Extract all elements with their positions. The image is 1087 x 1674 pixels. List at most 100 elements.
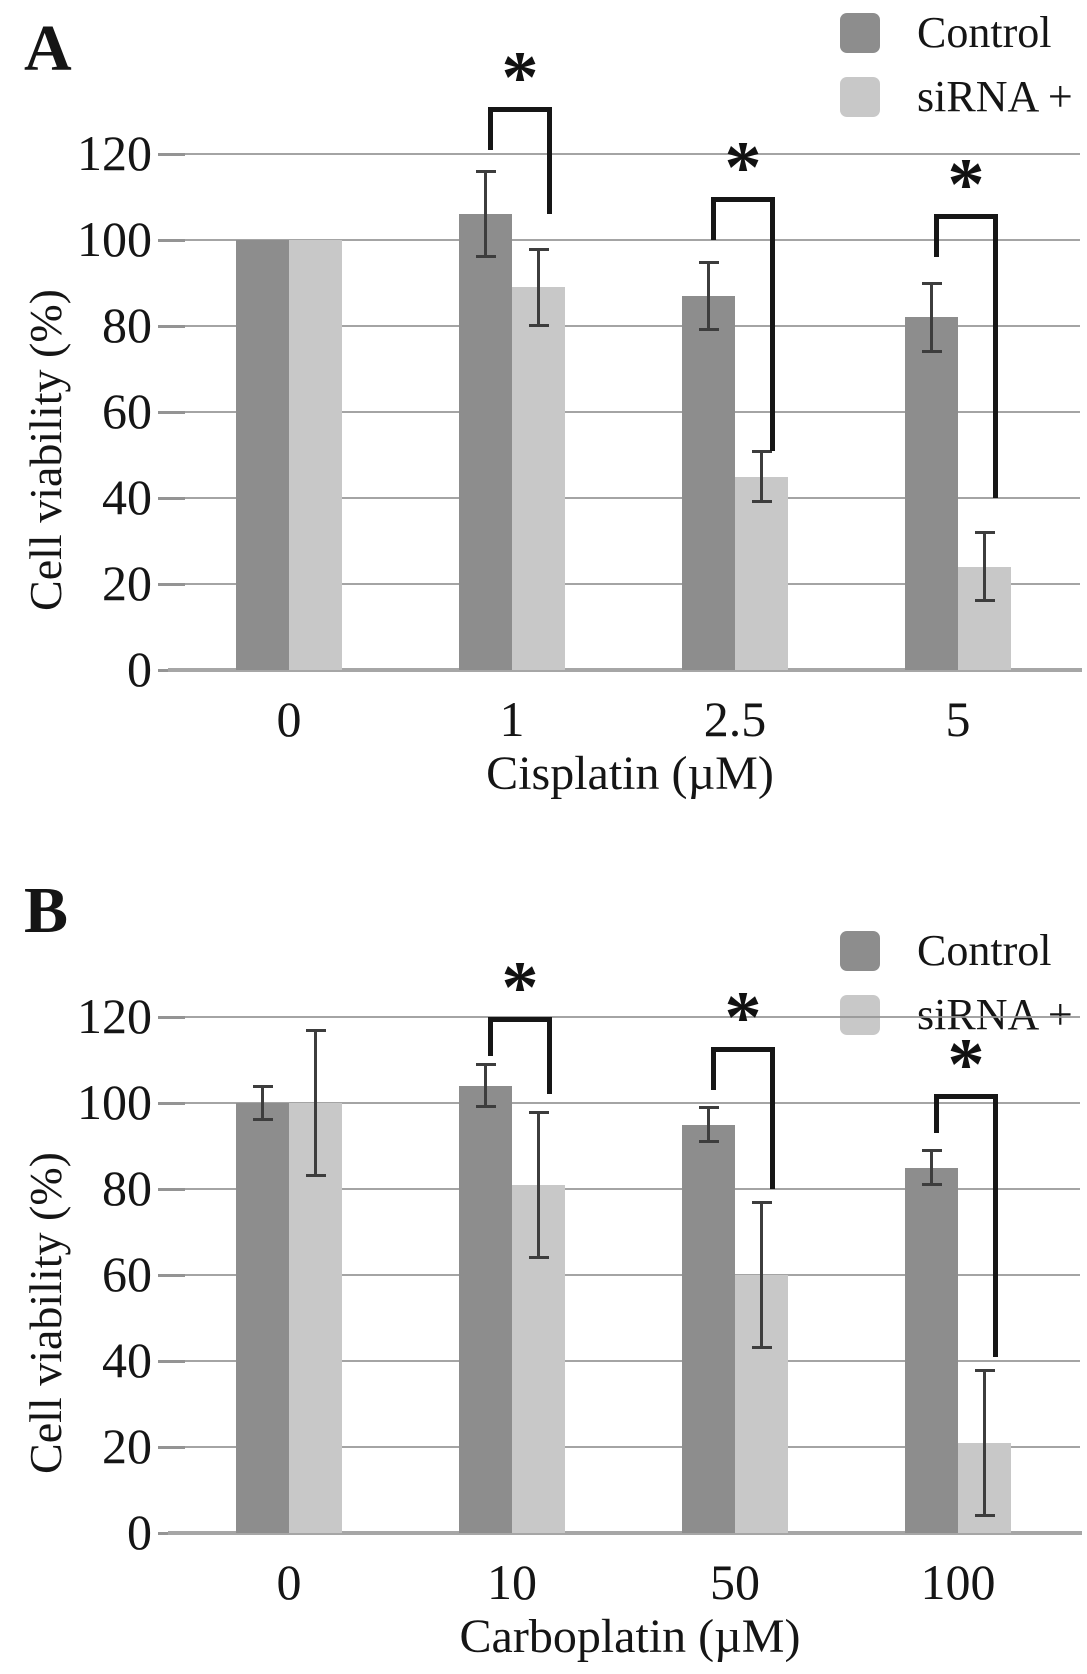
- error-bar-B-control-50: [707, 1107, 710, 1142]
- significance-bracket-A-1-top: [488, 106, 552, 112]
- x-axis-line-panel-B: [168, 1531, 1082, 1535]
- legend-swatch-sirna: [840, 995, 880, 1035]
- x-tick-label-A-0: 0: [276, 691, 302, 747]
- error-bar-A-sirna-2.5: [760, 450, 763, 503]
- gridline-40-panel-A: [185, 497, 1080, 499]
- significance-bracket-A-1-right-arm: [547, 106, 552, 215]
- significance-bracket-A-5-right-arm: [993, 214, 998, 498]
- significance-asterisk-A-1: *: [501, 36, 539, 119]
- legend-label-control: Control: [917, 926, 1052, 975]
- error-bar-B-sirna-100-bottom-cap: [974, 1513, 995, 1517]
- error-bar-B-control-10: [484, 1064, 487, 1108]
- significance-asterisk-B-100: *: [947, 1024, 985, 1107]
- gridline-100-panel-A: [185, 239, 1080, 241]
- error-bar-B-sirna-100-top-cap: [974, 1368, 995, 1372]
- gridline-40-panel-B: [185, 1360, 1080, 1362]
- y-tick-label-100-panel-A: 100: [77, 211, 152, 267]
- error-bar-B-sirna-0-bottom-cap: [305, 1174, 326, 1178]
- legend-swatch-control: [840, 931, 880, 971]
- bar-B-control-100: [905, 1167, 958, 1533]
- error-bar-A-sirna-2.5-top-cap: [751, 449, 772, 453]
- bar-A-sirna-1: [512, 287, 565, 670]
- gridline-60-panel-B: [185, 1274, 1080, 1276]
- gridline-100-panel-B: [185, 1102, 1080, 1104]
- significance-bracket-B-10-left-arm: [488, 1017, 493, 1056]
- bar-B-control-50: [682, 1124, 735, 1533]
- y-tick-label-120-panel-A: 120: [77, 125, 152, 181]
- y-tick-label-0-panel-B: 0: [127, 1504, 152, 1560]
- significance-asterisk-A-5: *: [947, 144, 985, 227]
- y-tick-label-40-panel-B: 40: [102, 1332, 152, 1388]
- error-bar-A-sirna-2.5-bottom-cap: [751, 500, 772, 504]
- error-bar-B-control-10-top-cap: [475, 1063, 496, 1067]
- significance-bracket-A-5-left-arm: [934, 214, 939, 258]
- error-bar-A-control-2.5: [707, 261, 710, 331]
- x-axis-line-panel-A: [168, 668, 1082, 672]
- x-tick-label-A-1: 1: [499, 691, 525, 747]
- x-tick-label-A-2.5: 2.5: [703, 691, 767, 747]
- y-tick-60-panel-B: [158, 1274, 185, 1277]
- panel-label-b: B: [24, 874, 69, 947]
- panel-label-a: A: [24, 12, 72, 85]
- error-bar-B-sirna-50-bottom-cap: [751, 1346, 772, 1350]
- significance-bracket-B-100-right-arm: [993, 1094, 998, 1357]
- significance-bracket-B-50-top: [711, 1047, 775, 1053]
- significance-bracket-B-50-right-arm: [770, 1047, 775, 1189]
- legend-swatch-control: [840, 13, 880, 53]
- bar-A-sirna-2.5: [735, 476, 788, 670]
- x-tick-label-A-5: 5: [945, 691, 971, 747]
- legend-row-control: Control: [840, 926, 1073, 975]
- x-tick-label-B-0: 0: [276, 1554, 302, 1610]
- legend-label-control: Control: [917, 8, 1052, 57]
- error-bar-B-sirna-0-top-cap: [305, 1028, 326, 1032]
- error-bar-B-control-50-top-cap: [698, 1106, 719, 1110]
- significance-bracket-A-1-left-arm: [488, 106, 493, 150]
- error-bar-B-sirna-50-top-cap: [751, 1200, 772, 1204]
- error-bar-A-control-1-top-cap: [475, 170, 496, 174]
- legend-label-sirna: siRNA +: [917, 990, 1073, 1039]
- error-bar-B-sirna-50: [760, 1201, 763, 1349]
- error-bar-A-control-2.5-bottom-cap: [698, 328, 719, 332]
- y-tick-80-panel-B: [158, 1188, 185, 1191]
- y-tick-40-panel-B: [158, 1360, 185, 1363]
- bar-B-control-0: [236, 1103, 289, 1533]
- error-bar-B-sirna-10: [537, 1111, 540, 1258]
- y-tick-label-80-panel-A: 80: [102, 297, 152, 353]
- y-tick-40-panel-A: [158, 497, 185, 500]
- error-bar-B-control-100: [930, 1150, 933, 1185]
- error-bar-B-sirna-10-bottom-cap: [528, 1255, 549, 1259]
- error-bar-A-control-1: [484, 171, 487, 258]
- x-axis-title-b: Carboplatin (µM): [459, 1610, 801, 1663]
- error-bar-A-sirna-1-bottom-cap: [528, 324, 549, 327]
- y-tick-label-40-panel-A: 40: [102, 469, 152, 525]
- gridline-120-panel-A: [185, 153, 1080, 155]
- y-tick-120-panel-A: [158, 153, 185, 156]
- y-tick-60-panel-A: [158, 411, 185, 414]
- significance-bracket-B-100-left-arm: [934, 1094, 939, 1134]
- y-tick-100-panel-A: [158, 239, 185, 242]
- error-bar-A-sirna-1: [537, 248, 540, 326]
- error-bar-A-control-5-top-cap: [921, 282, 942, 285]
- significance-bracket-A-2.5-left-arm: [711, 197, 716, 240]
- x-tick-label-B-50: 50: [710, 1554, 760, 1610]
- y-tick-label-120-panel-B: 120: [77, 988, 152, 1044]
- y-tick-label-60-panel-B: 60: [102, 1246, 152, 1302]
- y-tick-20-panel-B: [158, 1446, 185, 1449]
- significance-bracket-A-2.5-right-arm: [770, 197, 775, 451]
- significance-bracket-B-10-top: [488, 1017, 552, 1022]
- error-bar-B-sirna-10-top-cap: [528, 1110, 549, 1114]
- error-bar-A-control-5-bottom-cap: [921, 349, 942, 353]
- gridline-80-panel-A: [185, 325, 1080, 327]
- significance-bracket-A-2.5-top: [711, 197, 775, 202]
- legend-label-sirna: siRNA +: [917, 72, 1073, 121]
- gridline-60-panel-A: [185, 411, 1080, 413]
- legend-row-control: Control: [840, 8, 1073, 57]
- gridline-20-panel-B: [185, 1446, 1080, 1448]
- error-bar-B-control-100-top-cap: [921, 1149, 942, 1153]
- gridline-120-panel-B: [185, 1016, 1080, 1018]
- error-bar-A-sirna-5-top-cap: [974, 531, 995, 535]
- legend-a: Control siRNA +: [840, 8, 1073, 121]
- x-tick-label-B-100: 100: [920, 1554, 996, 1610]
- legend-row-sirna: siRNA +: [840, 990, 1073, 1039]
- legend-b: Control siRNA +: [840, 926, 1073, 1039]
